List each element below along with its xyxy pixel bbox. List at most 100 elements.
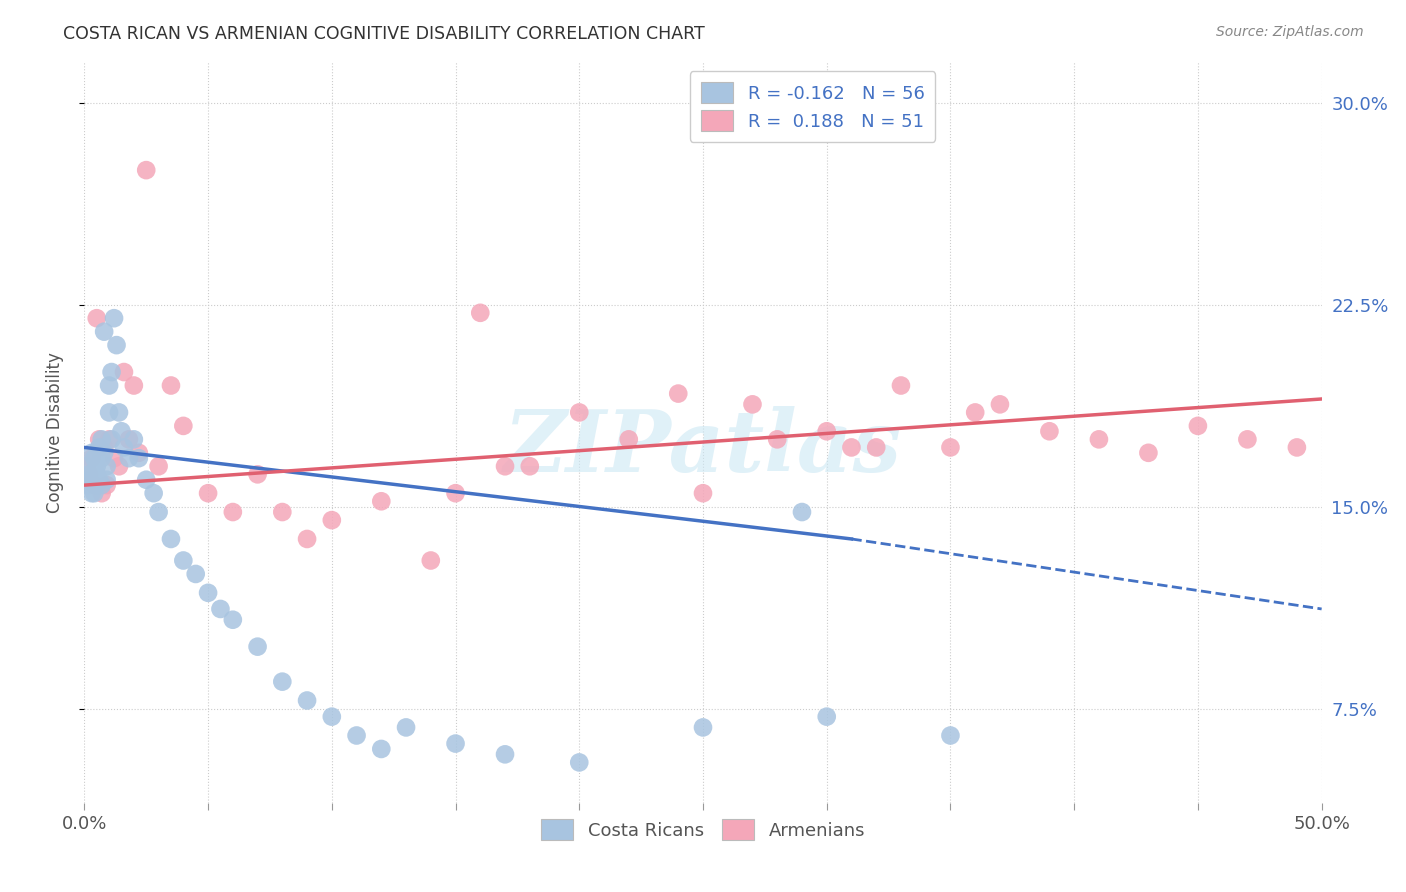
Point [222,505,245,519]
Point [86,478,108,492]
Point [519,459,541,474]
Point [79,467,101,482]
Point [222,613,245,627]
Point [89,473,111,487]
Point [80,451,103,466]
Point [395,720,418,734]
Point [118,451,141,466]
Point [80,446,103,460]
Point [271,674,294,689]
Point [494,459,516,474]
Point [1285,441,1308,455]
Point [370,494,392,508]
Point [98,405,121,419]
Point [666,386,689,401]
Point [209,602,232,616]
Point [568,756,591,770]
Point [86,467,108,482]
Text: Source: ZipAtlas.com: Source: ZipAtlas.com [1216,25,1364,39]
Point [80,486,103,500]
Y-axis label: Cognitive Disability: Cognitive Disability [45,352,63,513]
Point [89,441,111,455]
Point [1088,433,1111,447]
Point [1137,446,1160,460]
Point [90,451,112,466]
Point [90,433,112,447]
Point [890,378,912,392]
Point [444,486,467,500]
Point [370,742,392,756]
Point [148,459,170,474]
Point [108,405,131,419]
Point [83,473,105,487]
Point [128,451,150,466]
Point [295,532,318,546]
Point [692,720,714,734]
Point [148,505,170,519]
Point [103,311,125,326]
Point [108,459,131,474]
Point [110,424,132,438]
Point [93,441,115,455]
Point [83,478,105,492]
Point [80,473,103,487]
Point [93,325,115,339]
Text: COSTA RICAN VS ARMENIAN COGNITIVE DISABILITY CORRELATION CHART: COSTA RICAN VS ARMENIAN COGNITIVE DISABI… [63,25,704,43]
Point [494,747,516,762]
Point [122,378,145,392]
Point [135,163,157,178]
Point [76,459,98,474]
Point [79,478,101,492]
Point [86,459,108,474]
Point [346,729,368,743]
Point [692,486,714,500]
Point [865,441,887,455]
Point [841,441,863,455]
Point [1236,433,1258,447]
Point [617,433,640,447]
Point [142,486,165,500]
Point [197,586,219,600]
Point [83,451,105,466]
Point [295,693,318,707]
Point [419,553,441,567]
Point [1187,418,1209,433]
Point [1038,424,1060,438]
Point [105,338,128,352]
Point [103,451,125,466]
Point [100,365,122,379]
Point [98,433,121,447]
Point [76,459,98,474]
Point [96,478,118,492]
Point [86,311,108,326]
Point [444,737,467,751]
Point [96,473,118,487]
Point [766,433,789,447]
Point [246,467,269,482]
Point [128,446,150,460]
Point [100,433,122,447]
Point [172,418,194,433]
Point [160,532,183,546]
Point [160,378,183,392]
Point [79,467,101,482]
Point [790,505,813,519]
Point [741,397,763,411]
Point [184,566,207,581]
Point [90,486,112,500]
Point [815,709,838,723]
Point [988,397,1011,411]
Point [271,505,294,519]
Point [939,729,962,743]
Point [118,433,141,447]
Point [98,378,121,392]
Point [815,424,838,438]
Text: ZIPatlas: ZIPatlas [503,406,903,489]
Point [112,441,135,455]
Point [122,433,145,447]
Point [246,640,269,654]
Legend: Costa Ricans, Armenians: Costa Ricans, Armenians [531,811,875,849]
Point [321,709,343,723]
Point [965,405,987,419]
Point [90,478,112,492]
